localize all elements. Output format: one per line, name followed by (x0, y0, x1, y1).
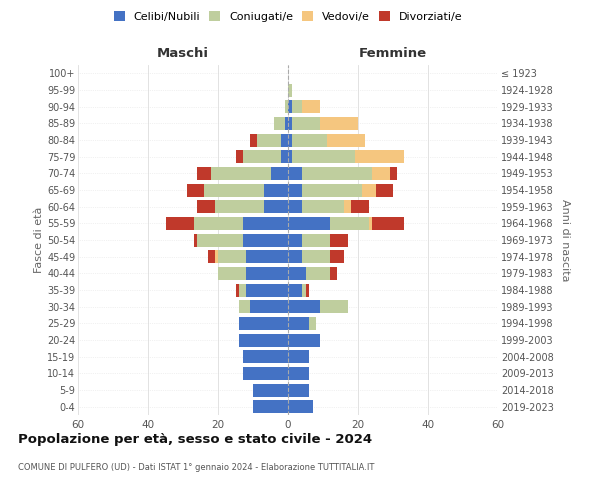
Bar (302, 250, 330, 263)
Bar (389, 167, 397, 180)
Bar (253, 400, 288, 413)
Bar (288, 150, 292, 163)
Bar (330, 267, 337, 280)
Bar (218, 267, 246, 280)
Text: Popolazione per età, sesso e stato civile - 2024: Popolazione per età, sesso e stato civil… (18, 432, 372, 446)
Bar (242, 350, 288, 363)
Bar (330, 217, 368, 230)
Bar (242, 150, 281, 163)
Bar (320, 117, 358, 130)
Bar (302, 184, 361, 196)
Bar (288, 367, 309, 380)
Bar (284, 100, 288, 113)
Bar (197, 200, 215, 213)
Y-axis label: Fasce di età: Fasce di età (34, 207, 44, 273)
Bar (288, 84, 292, 96)
Bar (242, 217, 288, 230)
Bar (235, 284, 239, 296)
Bar (302, 167, 372, 180)
Bar (250, 134, 257, 146)
Bar (330, 234, 347, 246)
Bar (288, 134, 292, 146)
Bar (330, 250, 344, 263)
Bar (368, 217, 372, 230)
Bar (263, 184, 288, 196)
Bar (344, 200, 351, 213)
Y-axis label: Anni di nascita: Anni di nascita (560, 198, 571, 281)
Bar (288, 184, 302, 196)
Bar (204, 184, 263, 196)
Bar (166, 217, 193, 230)
Bar (305, 267, 330, 280)
Bar (281, 134, 288, 146)
Bar (288, 200, 302, 213)
Bar (292, 117, 320, 130)
Bar (197, 167, 211, 180)
Bar (263, 200, 288, 213)
Text: Maschi: Maschi (157, 47, 209, 60)
Bar (242, 234, 288, 246)
Bar (302, 284, 305, 296)
Bar (250, 300, 288, 313)
Bar (246, 267, 288, 280)
Bar (288, 217, 330, 230)
Bar (309, 317, 316, 330)
Bar (288, 234, 302, 246)
Bar (288, 300, 320, 313)
Bar (239, 300, 250, 313)
Bar (288, 250, 302, 263)
Bar (320, 300, 347, 313)
Bar (288, 317, 309, 330)
Bar (197, 234, 242, 246)
Bar (288, 400, 313, 413)
Bar (239, 334, 288, 346)
Bar (239, 284, 246, 296)
Legend: Celibi/Nubili, Coniugati/e, Vedovi/e, Divorziati/e: Celibi/Nubili, Coniugati/e, Vedovi/e, Di… (110, 8, 466, 25)
Bar (302, 200, 344, 213)
Bar (284, 117, 288, 130)
Bar (288, 334, 320, 346)
Bar (292, 150, 355, 163)
Bar (361, 184, 376, 196)
Bar (274, 117, 284, 130)
Bar (215, 200, 263, 213)
Bar (326, 134, 365, 146)
Bar (288, 284, 302, 296)
Bar (281, 150, 288, 163)
Bar (253, 384, 288, 396)
Bar (187, 184, 204, 196)
Bar (235, 150, 242, 163)
Bar (211, 167, 271, 180)
Bar (288, 267, 305, 280)
Bar (372, 167, 389, 180)
Bar (271, 167, 288, 180)
Bar (351, 200, 368, 213)
Bar (302, 234, 330, 246)
Bar (292, 100, 302, 113)
Bar (302, 100, 320, 113)
Bar (305, 284, 309, 296)
Bar (208, 250, 215, 263)
Bar (288, 350, 309, 363)
Bar (246, 284, 288, 296)
Bar (193, 217, 242, 230)
Bar (372, 217, 404, 230)
Bar (257, 134, 281, 146)
Bar (288, 167, 302, 180)
Bar (193, 234, 197, 246)
Bar (246, 250, 288, 263)
Bar (288, 384, 309, 396)
Bar (292, 134, 326, 146)
Bar (288, 117, 292, 130)
Bar (242, 367, 288, 380)
Bar (239, 317, 288, 330)
Bar (376, 184, 393, 196)
Bar (218, 250, 246, 263)
Bar (355, 150, 404, 163)
Bar (288, 100, 292, 113)
Bar (215, 250, 218, 263)
Text: COMUNE DI PULFERO (UD) - Dati ISTAT 1° gennaio 2024 - Elaborazione TUTTITALIA.IT: COMUNE DI PULFERO (UD) - Dati ISTAT 1° g… (18, 462, 374, 471)
Text: Femmine: Femmine (359, 47, 427, 60)
